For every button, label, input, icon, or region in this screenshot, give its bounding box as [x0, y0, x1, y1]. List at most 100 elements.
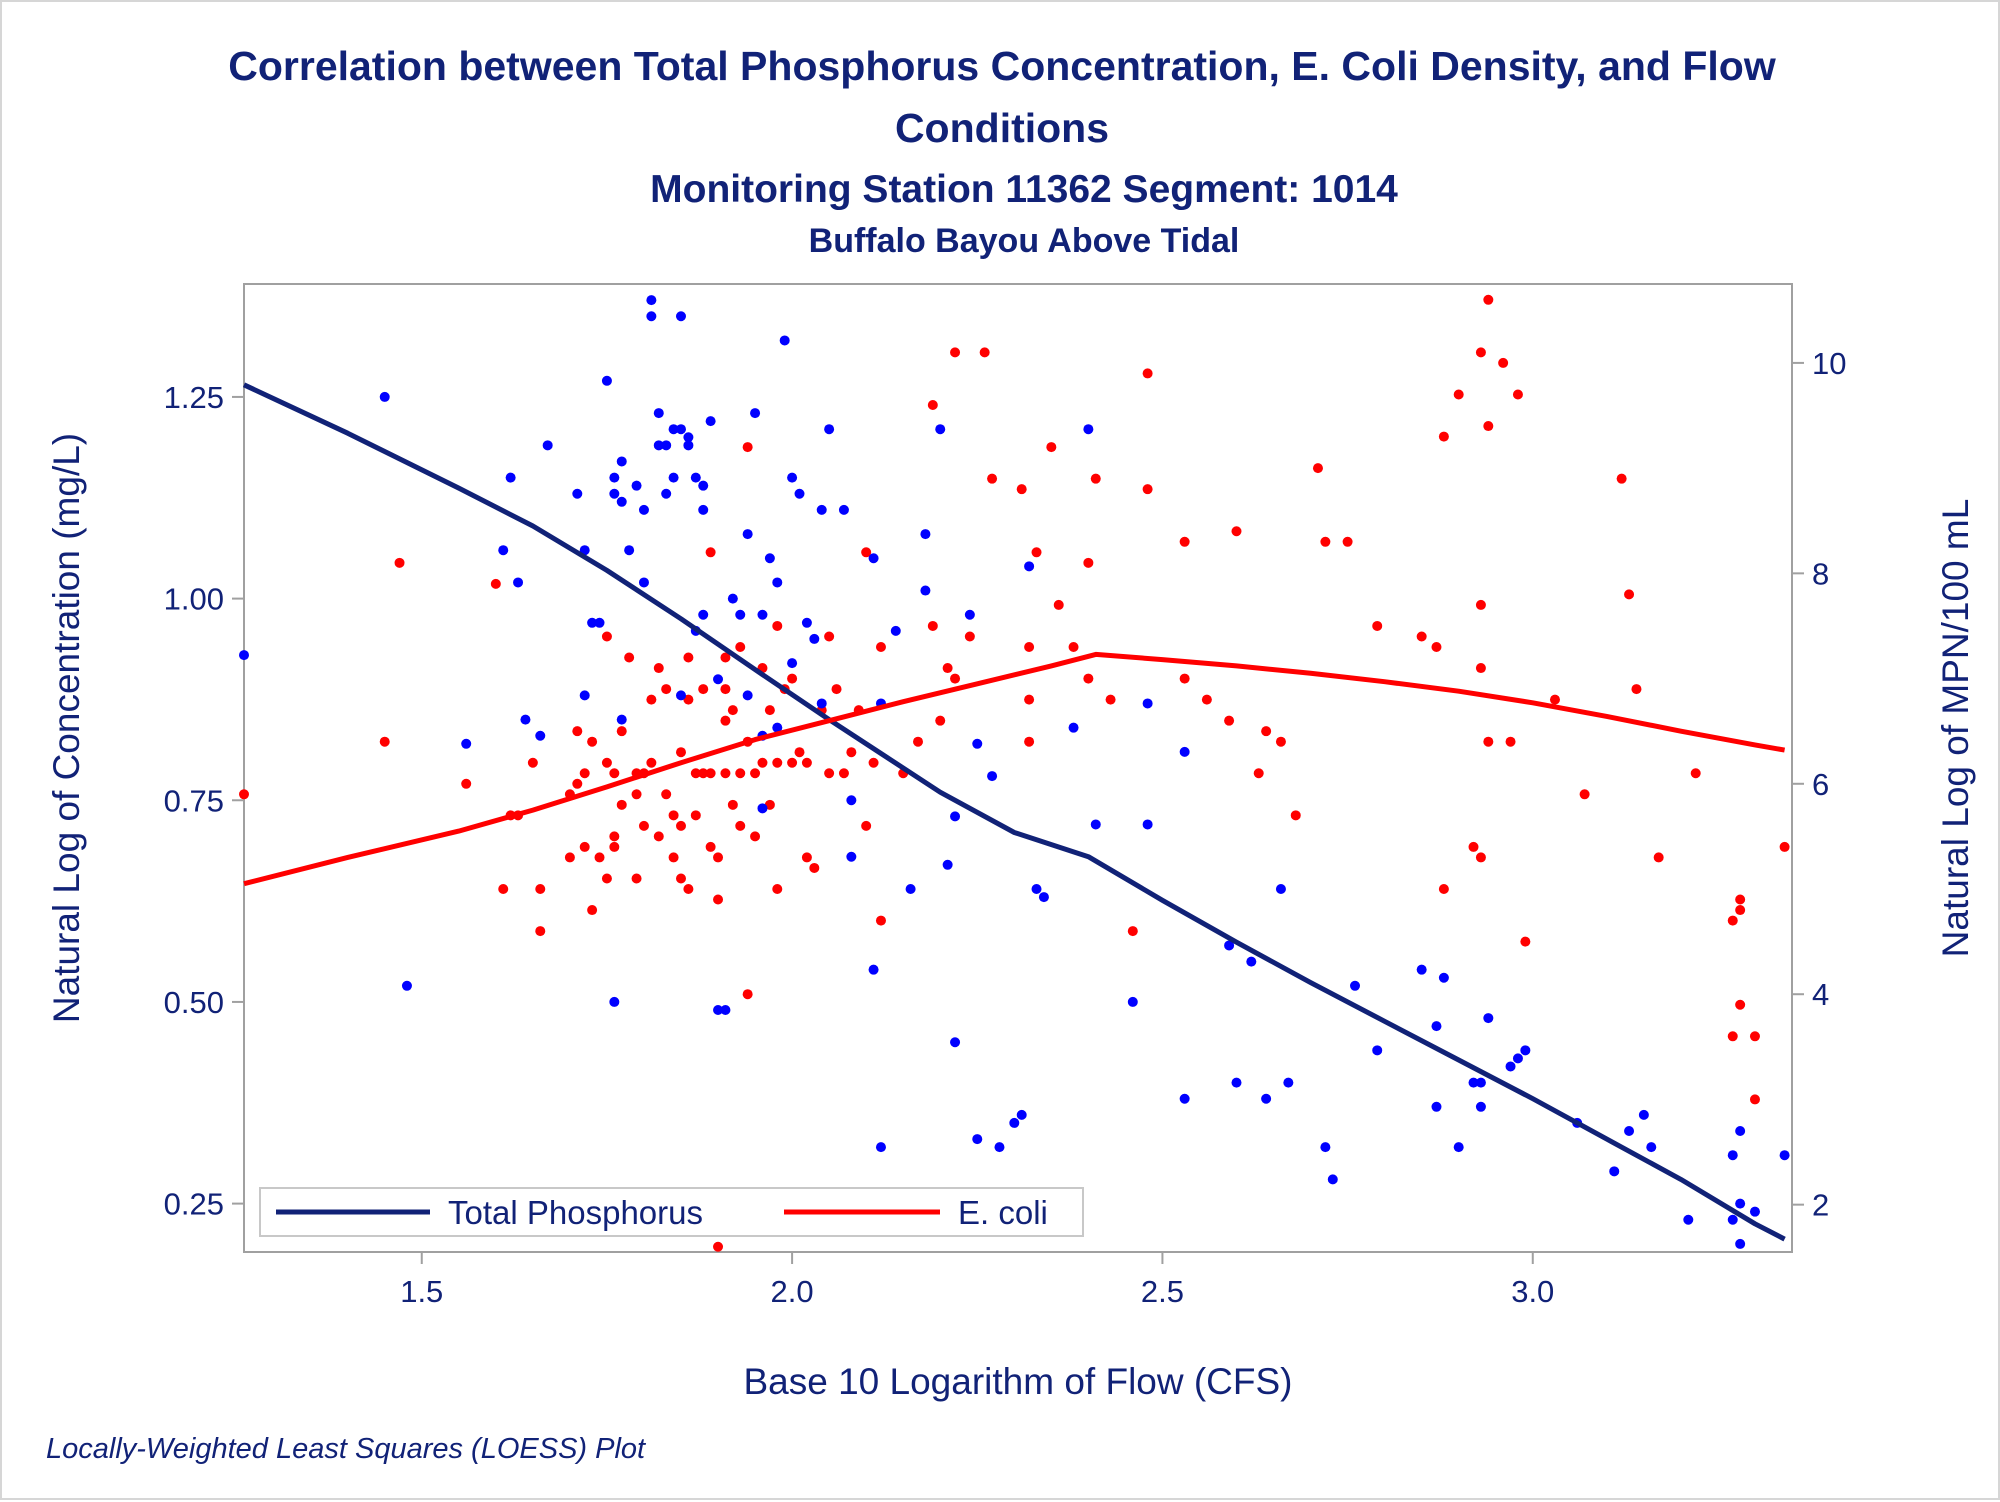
phosphorus-point [461, 738, 472, 749]
x-tick-label: 1.5 [400, 1274, 443, 1309]
ecoli-point [572, 778, 583, 789]
phosphorus-point [1609, 1166, 1620, 1177]
ecoli-point [698, 768, 709, 779]
phosphorus-point [1320, 1142, 1331, 1153]
y-tick-label: 1.00 [164, 582, 224, 617]
y2-tick-label: 10 [1812, 346, 1846, 381]
phosphorus-point [742, 529, 753, 540]
phosphorus-point [1261, 1093, 1272, 1104]
ecoli-point [653, 831, 664, 842]
phosphorus-point [1431, 1101, 1442, 1112]
ecoli-point [646, 757, 657, 768]
phosphorus-point [794, 488, 805, 499]
phosphorus-point [1483, 1013, 1494, 1024]
phosphorus-point [787, 472, 798, 483]
footnote: Locally-Weighted Least Squares (LOESS) P… [46, 1433, 647, 1465]
y-axis-label: Natural Log of Concentration (mg/L) [46, 433, 87, 1023]
plot-frame [243, 283, 1793, 1253]
ecoli-point [720, 768, 731, 779]
ecoli-point [638, 820, 649, 831]
legend-label-ecoli: E. coli [958, 1194, 1048, 1231]
ecoli-point [1372, 620, 1383, 631]
phosphorus-point [750, 408, 761, 419]
ecoli-point [1727, 915, 1738, 926]
phosphorus-point [772, 722, 783, 733]
x-tick-label: 2.5 [1141, 1274, 1184, 1309]
phosphorus-point [809, 633, 820, 644]
phosphorus-point [757, 803, 768, 814]
ecoli-point [683, 652, 694, 663]
ecoli-point [1031, 547, 1042, 558]
ecoli-point [624, 652, 635, 663]
ecoli-point [720, 684, 731, 695]
ecoli-point [1224, 715, 1235, 726]
ecoli-point [875, 642, 886, 652]
ecoli-point [535, 884, 546, 894]
ecoli-point [1735, 999, 1746, 1010]
ecoli-point [461, 778, 472, 789]
ecoli-point [587, 736, 598, 747]
phosphorus-point [1327, 1174, 1338, 1185]
phosphorus-point [890, 625, 901, 636]
phosphorus-point [987, 771, 998, 782]
ecoli-point [927, 400, 938, 410]
ecoli-point [1749, 1094, 1760, 1105]
ecoli-point [1475, 852, 1486, 863]
phosphorus-point [690, 472, 701, 483]
ecoli-point [1127, 926, 1138, 937]
ecoli-point [1631, 684, 1642, 695]
ecoli-point [705, 841, 716, 852]
ecoli-point [1142, 368, 1153, 379]
phosphorus-point [1231, 1077, 1242, 1088]
phosphorus-point [1453, 1142, 1464, 1153]
ecoli-point [1653, 852, 1664, 863]
phosphorus-point [505, 472, 516, 483]
ecoli-point [1105, 694, 1116, 705]
phosphorus-point [601, 375, 612, 386]
ecoli-point [1179, 673, 1190, 684]
phosphorus-point [609, 996, 620, 1007]
ecoli-point [616, 726, 627, 737]
ecoli-point [950, 347, 961, 358]
phosphorus-point [1431, 1021, 1442, 1032]
y2-tick-label: 4 [1812, 977, 1829, 1012]
y-tick-label: 0.50 [164, 985, 224, 1020]
phosphorus-point [609, 472, 620, 483]
ecoli-point [705, 547, 716, 558]
ecoli-point [757, 757, 768, 768]
ecoli-point [913, 736, 924, 747]
phosphorus-point [653, 408, 664, 419]
phosphorus-loess-line [242, 382, 1786, 1242]
ecoli-point [498, 884, 509, 894]
phosphorus-point [1024, 561, 1035, 572]
phosphorus-point [1083, 424, 1094, 435]
y2-tick-label: 2 [1812, 1188, 1829, 1223]
ecoli-point [535, 926, 546, 937]
ecoli-point [720, 652, 731, 663]
phosphorus-point [1727, 1214, 1738, 1225]
ecoli-point [713, 1241, 724, 1252]
ecoli-point [616, 799, 627, 810]
ecoli-point [831, 684, 842, 695]
ecoli-point [846, 747, 857, 758]
chart-title-line1: Correlation between Total Phosphorus Con… [228, 43, 1776, 89]
ecoli-point [742, 442, 753, 453]
ecoli-point [1475, 663, 1486, 674]
ecoli-point [675, 747, 686, 758]
phosphorus-point [594, 617, 605, 628]
ecoli-point [1231, 526, 1242, 537]
phosphorus-point [498, 545, 509, 556]
phosphorus-point [1224, 940, 1235, 951]
phosphorus-point [535, 730, 546, 741]
ecoli-point [764, 705, 775, 716]
phosphorus-point [727, 593, 738, 604]
ecoli-point [727, 799, 738, 810]
ecoli-point [1016, 484, 1027, 495]
ecoli-point [1438, 431, 1449, 442]
phosphorus-point [542, 440, 553, 451]
phosphorus-point [616, 456, 627, 467]
phosphorus-point [1416, 964, 1427, 975]
ecoli-point [1312, 463, 1323, 474]
phosphorus-point [1179, 1093, 1190, 1104]
